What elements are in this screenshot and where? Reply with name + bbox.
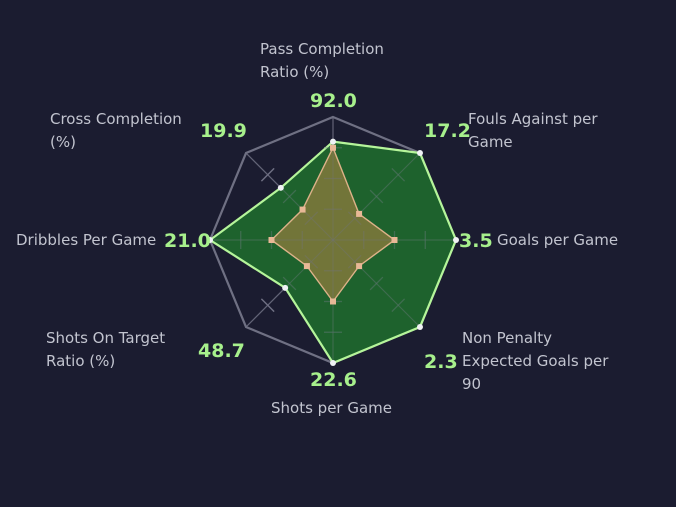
radar-series-1-point <box>207 237 213 243</box>
radar-ring-tick <box>260 298 275 313</box>
radar-series-2-point <box>330 298 336 305</box>
value-dribbles: 21.0 <box>164 230 211 252</box>
radar-spoke-overlay <box>332 152 421 241</box>
radar-ring-tick-overlay <box>391 298 406 313</box>
radar-ring-tick-overlay <box>369 276 384 291</box>
radar-ring-tick-overlay <box>282 276 297 291</box>
value-pass-completion: 92.0 <box>310 90 357 112</box>
value-shots-on-target: 48.7 <box>198 340 245 362</box>
radar-ring-tick-overlay <box>347 254 362 269</box>
radar-spoke-overlay <box>332 239 421 328</box>
value-goals-per-game: 3.5 <box>459 230 493 252</box>
axis-label-dribbles: Dribbles Per Game <box>16 231 157 249</box>
radar-series-1-point <box>282 284 289 291</box>
radar-series-2-point <box>356 263 363 270</box>
radar-ring-tick-overlay <box>304 211 319 226</box>
radar-series-1-point <box>277 184 284 191</box>
value-cross-completion: 19.9 <box>200 120 247 142</box>
radar-series-1-point <box>330 138 336 145</box>
radar-series-2-point <box>268 237 275 243</box>
axis-label-goals-per-game: Goals per Game <box>497 231 619 249</box>
axis-label-shots-on-target: Shots On Target Ratio (%) <box>46 329 166 370</box>
axis-label-cross-completion: Cross Completion (%) <box>50 110 182 151</box>
radar-series-1-point <box>416 150 423 157</box>
axis-label-shots-per-game: Shots per Game <box>271 399 393 417</box>
value-npxg: 2.3 <box>424 351 458 373</box>
radar-series-2-point <box>299 206 306 213</box>
axis-label-fouls-against: Fouls Against per Game <box>468 110 598 151</box>
radar-ring-tick-overlay <box>260 298 275 313</box>
radar-ring-tick <box>260 167 275 182</box>
radar-ring-tick-overlay <box>304 254 319 269</box>
radar-series-1-point <box>453 237 459 243</box>
radar-spoke-overlay <box>245 152 334 241</box>
radar-ring-tick-overlay <box>347 211 362 226</box>
radar-ring-tick-overlay <box>369 189 384 204</box>
radar-series-2-point <box>391 237 398 243</box>
radar-series-2-point <box>356 210 363 217</box>
radar-series-1-point <box>416 323 423 330</box>
radar-spoke-overlay <box>245 239 334 328</box>
radar-series-1-point <box>330 360 336 366</box>
value-fouls-against: 17.2 <box>424 120 471 142</box>
radar-ring-tick-overlay <box>260 167 275 182</box>
axis-label-pass-completion: Pass Completion Ratio (%) <box>260 40 384 81</box>
radar-series-2-point <box>303 263 310 270</box>
value-shots-per-game: 22.6 <box>310 369 357 391</box>
axis-label-npxg: Non Penalty Expected Goals per 90 <box>462 329 609 393</box>
radar-ring-tick-overlay <box>391 167 406 182</box>
radar-series-2-point <box>330 144 336 151</box>
radar-ring-tick-overlay <box>282 189 297 204</box>
